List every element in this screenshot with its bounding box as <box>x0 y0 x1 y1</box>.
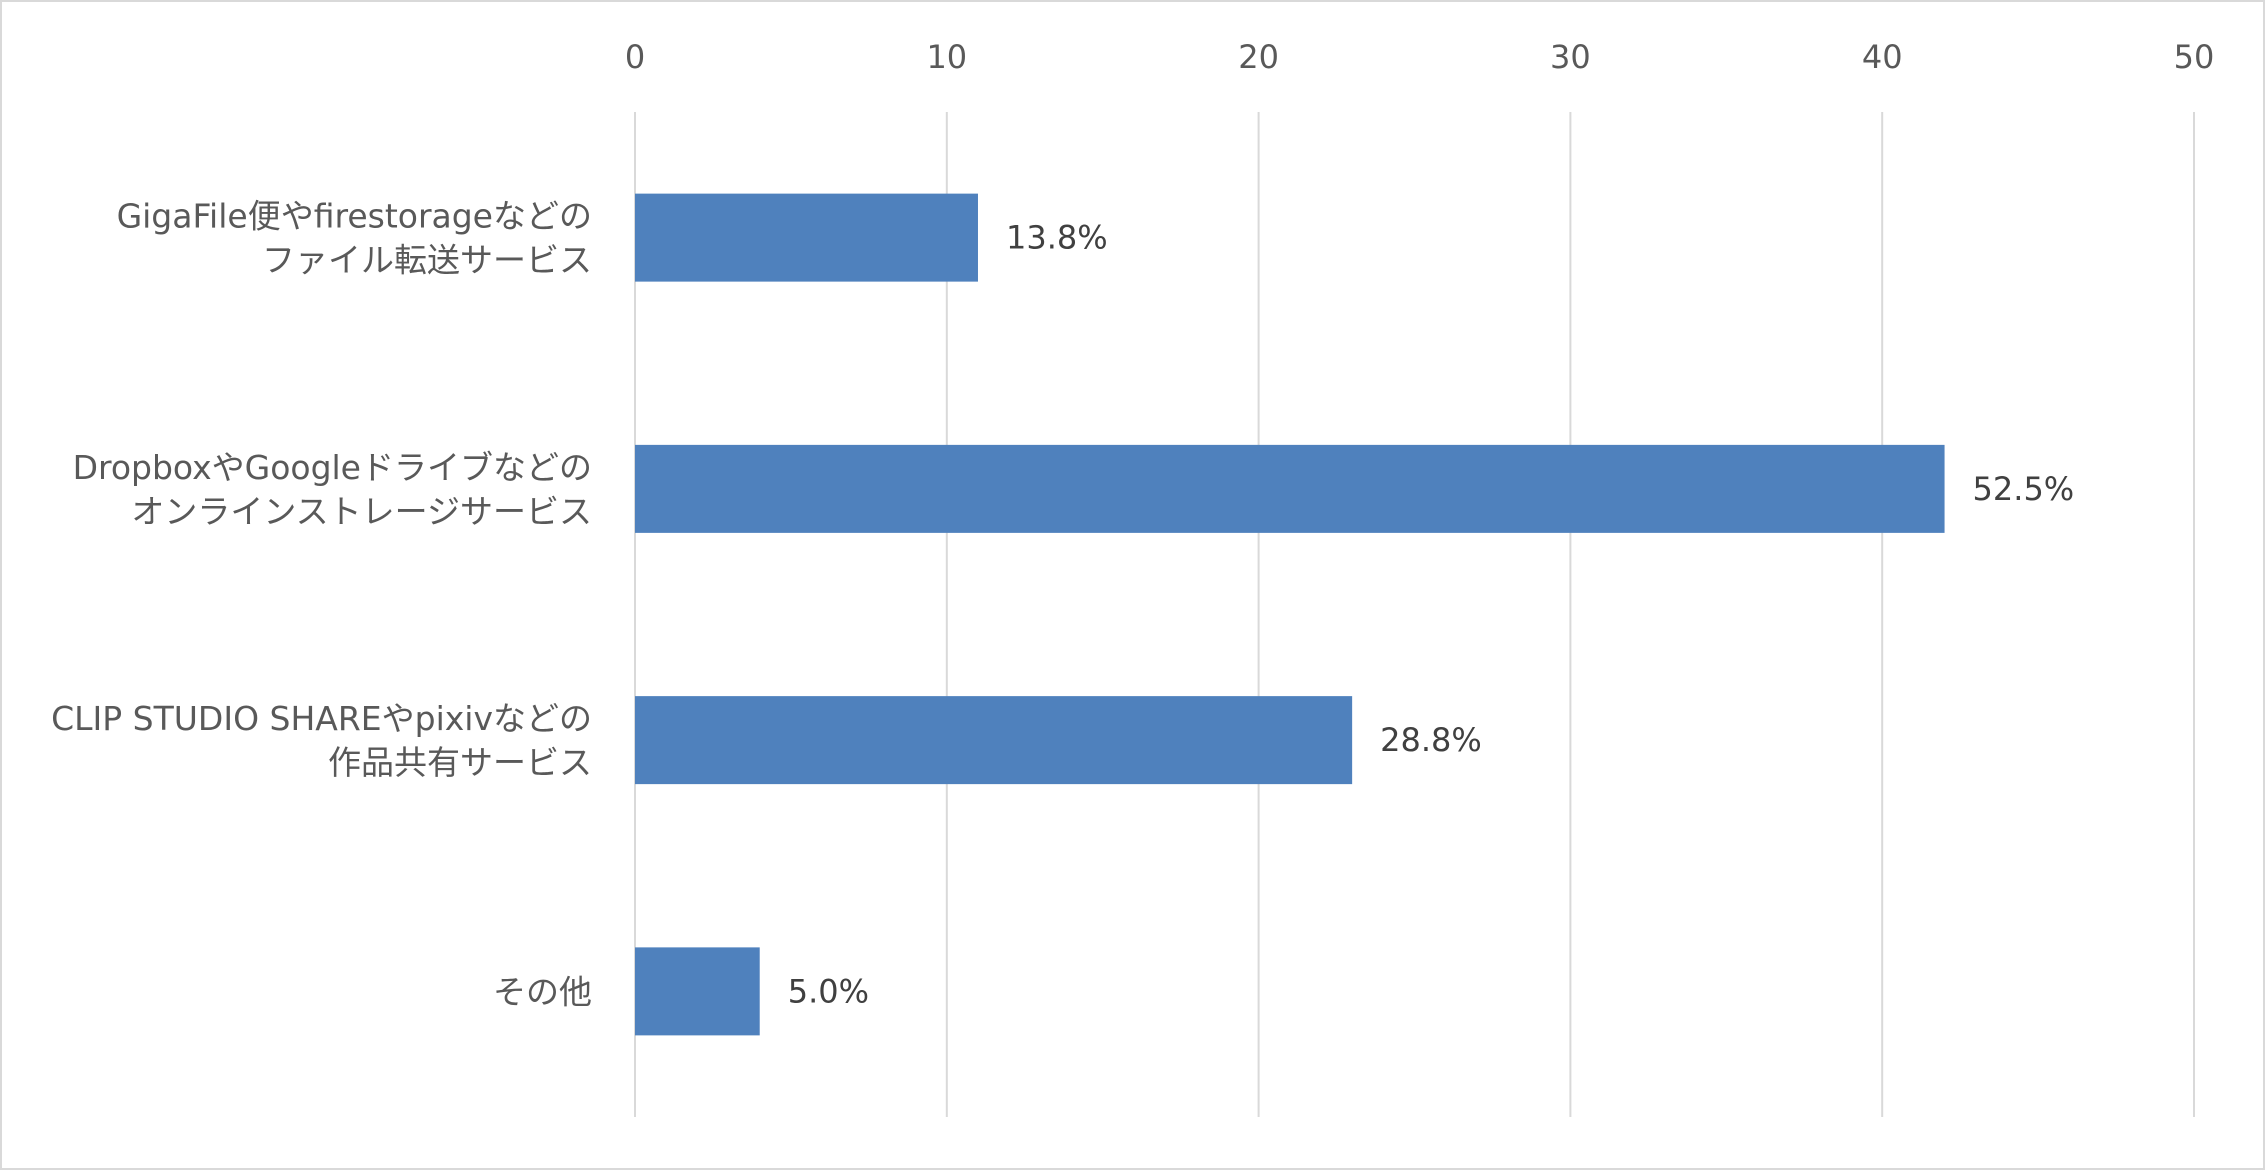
x-tick-label: 0 <box>625 38 645 76</box>
bar <box>635 947 760 1036</box>
bar <box>635 696 1353 785</box>
x-tick-label: 30 <box>1550 38 1591 76</box>
bar <box>635 193 978 282</box>
category-label: その他 <box>493 972 592 1011</box>
x-tick-label: 50 <box>2174 38 2215 76</box>
category-label: DropboxやGoogleドライブなどのオンラインストレージサービス <box>73 448 592 531</box>
x-tick-label: 20 <box>1238 38 1279 76</box>
category-labels: GigaFile便やfirestorageなどのファイル転送サービス Dropbo… <box>51 197 592 1012</box>
x-tick-label: 40 <box>1862 38 1903 76</box>
category-label: GigaFile便やfirestorageなどのファイル転送サービス <box>117 197 592 280</box>
data-labels: 13.8% 52.5% 28.8% 5.0% <box>788 219 2074 1011</box>
x-axis-ticks: 0 10 20 30 40 50 <box>625 38 2215 76</box>
data-label: 13.8% <box>1006 219 1108 257</box>
bar <box>635 444 1945 533</box>
x-tick-label: 10 <box>926 38 967 76</box>
data-label: 5.0% <box>788 972 869 1010</box>
data-label: 28.8% <box>1380 721 1482 759</box>
category-label: CLIP STUDIO SHAREやpixivなどの作品共有サービス <box>51 699 592 782</box>
bars <box>635 193 1945 1036</box>
data-label: 52.5% <box>1973 470 2075 508</box>
